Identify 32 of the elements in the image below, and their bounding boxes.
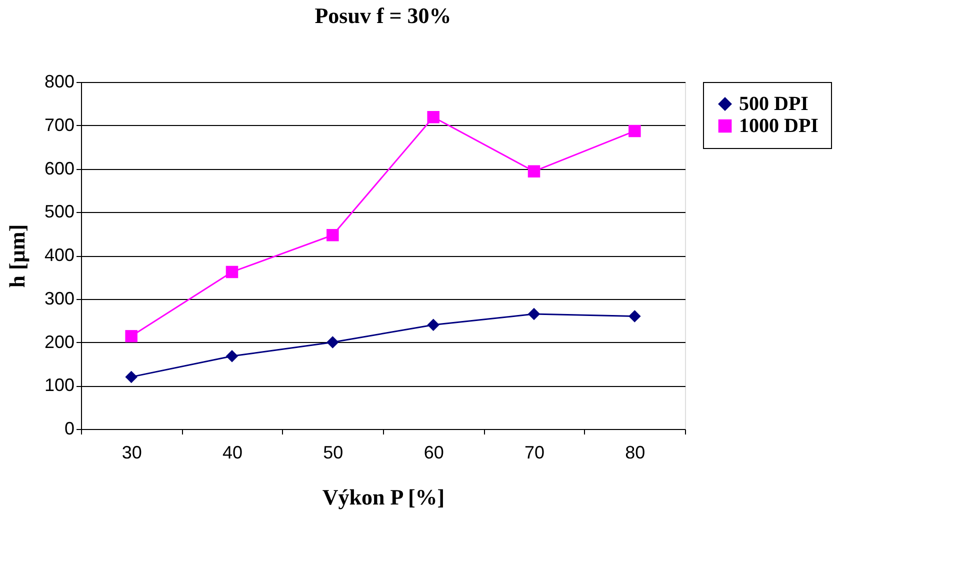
point (427, 318, 440, 332)
y-tick-label: 200 (44, 332, 74, 352)
point (628, 310, 641, 322)
y-tick-label: 800 (44, 72, 74, 92)
legend-label: 500 DPI (739, 93, 809, 115)
chart-title: Posuv f = 30% (314, 3, 452, 28)
x-tick-label: 70 (524, 442, 545, 462)
point (427, 111, 440, 124)
x-tick-label: 30 (122, 442, 142, 462)
x-tick-label: 60 (424, 442, 444, 462)
point (125, 370, 138, 384)
point (628, 124, 641, 138)
point (326, 336, 339, 348)
y-tick-label: 0 (64, 418, 74, 438)
point (326, 228, 339, 242)
y-tick-label: 500 (44, 202, 74, 222)
point (226, 266, 238, 278)
x-axis-title: Výkon P [%] (322, 484, 445, 510)
y-tick-label: 700 (44, 114, 74, 135)
y-axis-title: h [µm] (4, 224, 30, 288)
y-tick-label: 300 (44, 288, 74, 308)
point (528, 165, 540, 178)
point (125, 330, 138, 342)
x-tick-label: 50 (323, 442, 344, 462)
x-tick-label: 80 (625, 442, 646, 462)
y-tick-label: 400 (44, 245, 74, 265)
point (528, 308, 540, 320)
x-tick-label: 40 (222, 442, 243, 462)
y-tick-label: 600 (44, 158, 74, 178)
legend-label: 1000 DPI (739, 115, 819, 137)
y-tick-label: 100 (44, 375, 74, 396)
point (226, 350, 238, 362)
